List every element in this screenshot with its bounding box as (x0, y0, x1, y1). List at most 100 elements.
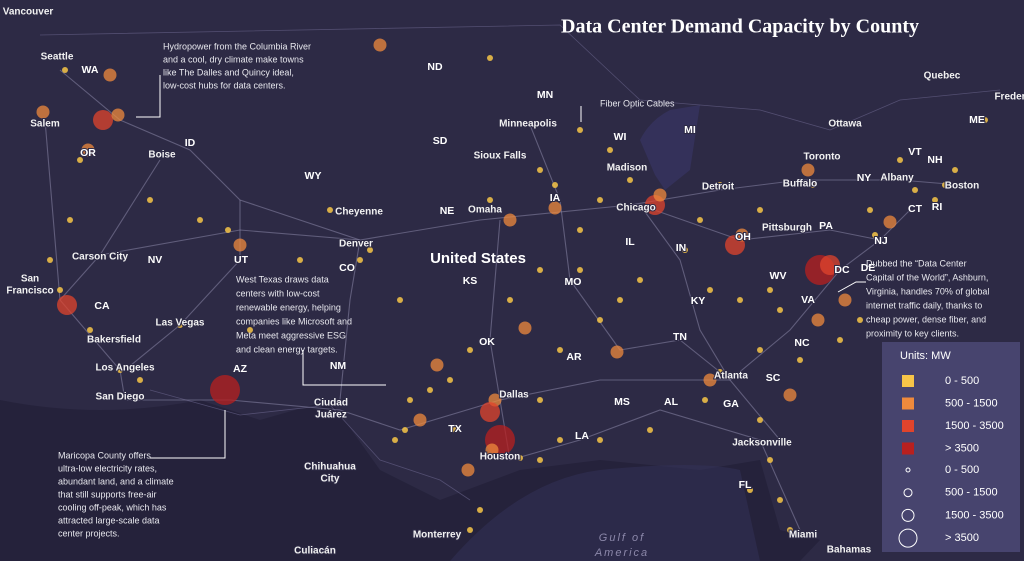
capacity-marker (210, 375, 240, 405)
annotation: like The Dalles and Quincy ideal, (163, 67, 294, 77)
city-label: Buffalo (783, 179, 817, 190)
capacity-marker (430, 358, 444, 372)
capacity-marker (111, 108, 125, 122)
country-label: United States (430, 250, 526, 267)
capacity-marker (392, 437, 398, 443)
capacity-marker (427, 387, 433, 393)
capacity-marker (67, 217, 73, 223)
state-label: AZ (233, 363, 248, 375)
capacity-marker (767, 457, 773, 463)
state-label: OK (479, 336, 495, 348)
capacity-marker (787, 527, 793, 533)
city-label: Chihuahua (304, 462, 356, 473)
annotation: Dubbed the “Data Center (866, 258, 967, 268)
city-label: Culiacán (294, 546, 336, 557)
legend-size (905, 467, 911, 473)
legend-size (898, 528, 918, 548)
capacity-marker (461, 463, 475, 477)
annotation: that still supports free-air (58, 489, 157, 499)
annotation: West Texas draws data (236, 274, 329, 284)
lake (640, 105, 700, 190)
capacity-marker (373, 38, 387, 52)
capacity-marker (647, 427, 653, 433)
state-label: LA (575, 430, 589, 442)
state-label: MI (684, 124, 696, 136)
city-label: Juárez (315, 410, 347, 421)
state-label: PA (819, 220, 833, 232)
capacity-marker (297, 257, 303, 263)
capacity-marker (737, 297, 743, 303)
city-label: Freder (994, 92, 1024, 103)
capacity-marker (982, 117, 988, 123)
annotation: renewable energy, helping (236, 302, 341, 312)
capacity-marker (617, 297, 623, 303)
capacity-marker (537, 457, 543, 463)
annotation: centers with low-cost (236, 288, 320, 298)
capacity-marker (552, 182, 558, 188)
capacity-marker (62, 67, 68, 73)
capacity-marker (702, 397, 708, 403)
city-label: Seattle (41, 52, 74, 63)
capacity-marker (367, 247, 373, 253)
annotation: low-cost hubs for data centers. (163, 80, 286, 90)
capacity-marker (137, 377, 143, 383)
annotation: and a cool, dry climate make towns (163, 54, 304, 64)
leader-lines (136, 75, 866, 459)
city-label: Francisco (6, 286, 53, 297)
capacity-marker (413, 413, 427, 427)
state-label: KS (463, 275, 478, 287)
legend-label: > 3500 (945, 442, 979, 454)
legend-size (901, 508, 915, 522)
annotation: abundant land, and a climate (58, 476, 174, 486)
capacity-marker (837, 337, 843, 343)
legend-label: 1500 - 3500 (945, 420, 1004, 432)
state-label: NM (330, 360, 347, 372)
annotation: center projects. (58, 528, 120, 538)
capacity-marker (47, 257, 53, 263)
state-label: WY (305, 170, 322, 182)
capacity-marker (447, 377, 453, 383)
gulf (450, 465, 760, 561)
state-label: DE (861, 262, 876, 274)
state-label: NJ (874, 235, 888, 247)
capacity-markers (36, 38, 988, 533)
capacity-marker (81, 143, 95, 157)
state-label: VA (801, 294, 815, 306)
capacity-marker (233, 238, 247, 252)
capacity-marker (477, 507, 483, 513)
legend-label: 0 - 500 (945, 375, 979, 387)
state-label: SD (433, 135, 448, 147)
place-labels: Vancouver Seattle WA Salem OR Boise ID ND MN Minn… (2, 6, 1024, 558)
state-label: ND (427, 61, 443, 73)
border (39, 24, 1001, 131)
legend-swatch (902, 420, 914, 432)
capacity-marker (117, 367, 123, 373)
capacity-marker (797, 357, 803, 363)
state-label: TN (673, 331, 687, 343)
state-label: IL (625, 236, 635, 248)
city-label: Bahamas (827, 545, 872, 556)
capacity-marker (480, 402, 500, 422)
legend-label: 1500 - 3500 (945, 509, 1004, 521)
capacity-marker (537, 167, 543, 173)
legend-size (903, 488, 913, 498)
capacity-marker (801, 163, 815, 177)
capacity-marker (537, 397, 543, 403)
state-label: IN (676, 242, 687, 254)
annotation: Capital of the World”, Ashburn, (866, 272, 988, 282)
state-label: TX (448, 423, 461, 435)
city-label: Las Vegas (156, 318, 205, 329)
capacity-marker (747, 487, 753, 493)
city-label: Salem (30, 119, 60, 130)
capacity-marker (77, 157, 83, 163)
city-label: Denver (339, 239, 373, 250)
city-label: City (321, 474, 340, 485)
capacity-marker (577, 227, 583, 233)
capacity-marker (653, 188, 667, 202)
capacity-marker (402, 427, 408, 433)
city-label: San (21, 274, 39, 285)
capacity-marker (557, 347, 563, 353)
city-label: San Diego (96, 392, 145, 403)
capacity-marker (767, 287, 773, 293)
annotation: Hydropower from the Columbia River (163, 41, 311, 51)
